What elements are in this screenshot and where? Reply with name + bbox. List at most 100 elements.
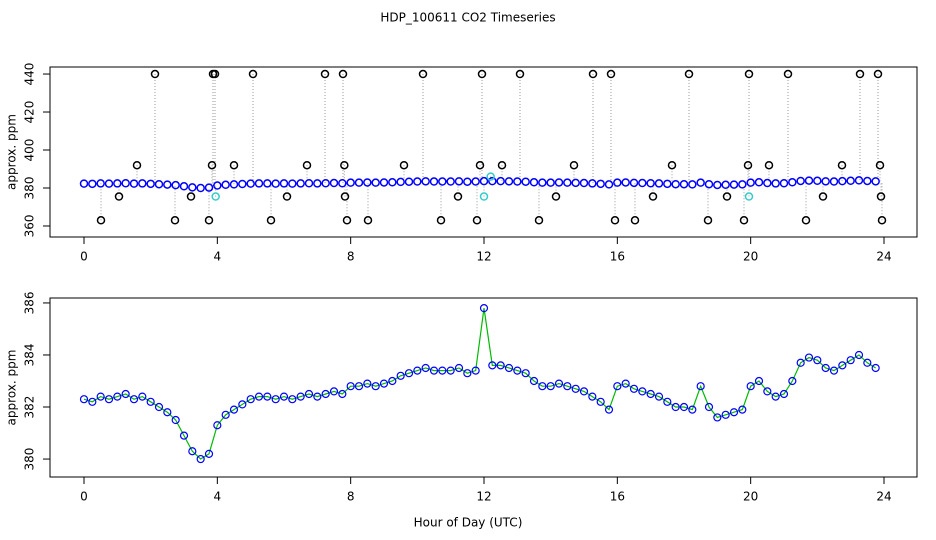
point <box>170 216 180 225</box>
point <box>132 160 142 170</box>
point <box>696 382 705 391</box>
point <box>296 392 305 401</box>
point <box>121 178 130 188</box>
point <box>877 216 887 225</box>
point <box>546 178 555 187</box>
point <box>554 178 564 187</box>
point <box>221 180 230 190</box>
point <box>654 179 664 188</box>
point <box>179 431 189 440</box>
point <box>846 356 855 365</box>
point <box>210 69 220 79</box>
point <box>688 180 697 189</box>
y-tick-label: 380 <box>23 448 37 471</box>
point <box>229 405 239 414</box>
point <box>529 178 539 187</box>
point <box>521 369 530 378</box>
point <box>96 392 105 401</box>
point <box>254 179 264 188</box>
point <box>521 177 530 186</box>
y-axis-label: approx. ppm <box>5 114 19 190</box>
point <box>346 382 355 391</box>
point <box>538 178 547 187</box>
chart-title: HDP_100611 CO2 Timeseries <box>380 11 555 25</box>
point <box>279 179 289 188</box>
point <box>186 192 196 201</box>
point <box>588 69 598 79</box>
point <box>679 179 689 189</box>
point <box>813 356 822 365</box>
point <box>504 177 514 186</box>
point <box>363 379 372 388</box>
point <box>163 408 172 417</box>
x-tick-label: 24 <box>876 250 891 264</box>
point <box>648 192 658 201</box>
point <box>515 69 525 79</box>
point <box>610 216 620 225</box>
point <box>321 178 330 188</box>
point <box>146 179 155 189</box>
point <box>213 181 222 190</box>
point <box>579 178 589 188</box>
point <box>554 379 564 388</box>
point <box>79 395 89 404</box>
point <box>679 402 689 412</box>
point <box>475 160 485 170</box>
point <box>854 176 864 185</box>
point <box>204 449 214 458</box>
point <box>818 192 828 201</box>
point <box>604 180 614 189</box>
point <box>204 216 214 225</box>
point <box>764 160 774 170</box>
point <box>404 177 414 186</box>
point <box>546 382 555 391</box>
x-axis-label: Hour of Day (UTC) <box>414 516 523 530</box>
point <box>463 369 472 378</box>
point <box>846 176 855 186</box>
point <box>304 178 314 188</box>
plot-frame <box>49 66 918 238</box>
x-tick-label: 24 <box>876 490 891 504</box>
point <box>396 371 405 380</box>
point <box>154 179 164 189</box>
point <box>588 179 597 188</box>
point <box>446 177 455 186</box>
y-tick-label: 380 <box>23 177 37 200</box>
point <box>246 179 255 188</box>
point <box>438 177 447 186</box>
point <box>88 179 97 189</box>
point <box>588 392 597 401</box>
point <box>621 379 630 388</box>
point <box>213 421 222 430</box>
point <box>571 178 580 188</box>
point <box>207 160 217 170</box>
point <box>704 179 714 189</box>
point <box>388 376 397 386</box>
point <box>754 376 764 386</box>
point <box>738 180 747 189</box>
point <box>479 304 489 313</box>
point <box>479 192 489 201</box>
point <box>196 454 205 464</box>
point <box>763 178 772 188</box>
point <box>551 192 561 201</box>
point <box>113 392 122 401</box>
point <box>104 395 114 404</box>
point <box>630 216 640 225</box>
point <box>288 179 297 188</box>
point <box>338 178 347 188</box>
point <box>667 160 677 170</box>
point <box>404 369 414 378</box>
point <box>88 397 97 406</box>
x-tick-label: 8 <box>347 490 355 504</box>
point <box>871 177 880 186</box>
point <box>563 178 572 187</box>
point <box>179 182 189 191</box>
line <box>83 308 876 460</box>
point <box>729 408 739 417</box>
point <box>271 179 280 188</box>
point <box>321 389 330 399</box>
point <box>238 400 247 409</box>
point <box>646 389 655 399</box>
